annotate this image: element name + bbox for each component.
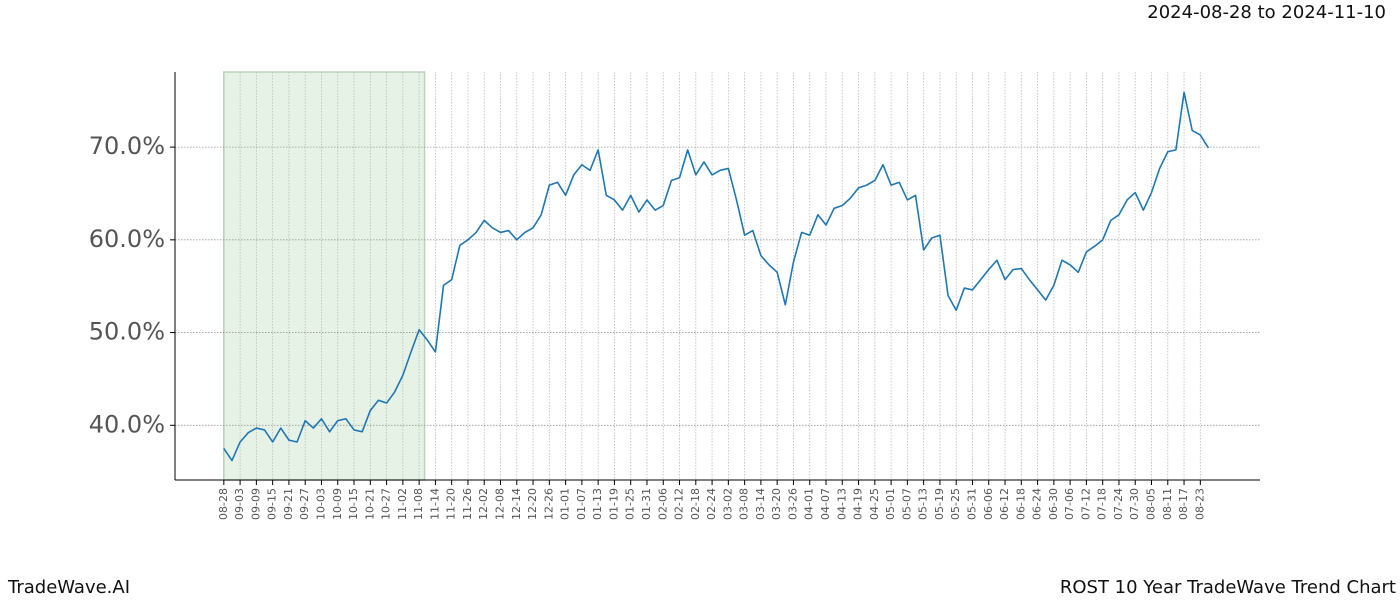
x-tick-label: 08-28	[217, 488, 230, 520]
x-tick-label: 09-15	[266, 488, 279, 520]
x-tick-label: 07-18	[1096, 488, 1109, 520]
x-tick-label: 02-06	[656, 488, 669, 520]
x-tick-label: 03-02	[721, 488, 734, 520]
x-tick-label: 05-07	[900, 488, 913, 520]
x-tick-label: 01-19	[607, 488, 620, 520]
x-tick-label: 05-01	[884, 488, 897, 520]
x-tick-label: 01-07	[575, 488, 588, 520]
x-tick-label: 01-31	[640, 488, 653, 520]
x-tick-label: 04-13	[835, 488, 848, 520]
y-tick-label: 70.0%	[89, 132, 165, 160]
x-tick-label: 04-07	[819, 488, 832, 520]
x-tick-label: 10-15	[347, 488, 360, 520]
x-tick-label: 09-27	[298, 488, 311, 520]
y-tick-label: 50.0%	[89, 318, 165, 346]
x-tick-label: 06-24	[1031, 488, 1044, 520]
x-tick-label: 12-20	[526, 488, 539, 520]
x-tick-label: 07-06	[1063, 488, 1076, 520]
x-tick-label: 02-24	[705, 488, 718, 520]
x-tick-label: 03-08	[738, 488, 751, 520]
x-tick-label: 02-12	[673, 488, 686, 520]
x-tick-label: 10-03	[314, 488, 327, 520]
x-tick-label: 01-01	[559, 488, 572, 520]
x-tick-label: 08-23	[1193, 488, 1206, 520]
x-tick-label: 10-27	[380, 488, 393, 520]
trend-line	[223, 91, 1210, 462]
x-tick-label: 02-18	[689, 488, 702, 520]
x-tick-label: 04-25	[868, 488, 881, 520]
date-range: 2024-08-28 to 2024-11-10	[1147, 2, 1386, 23]
x-tick-label: 08-05	[1145, 488, 1158, 520]
x-tick-label: 03-26	[786, 488, 799, 520]
x-tick-label: 11-02	[396, 488, 409, 520]
highlight-region	[223, 71, 426, 481]
x-tick-label: 05-31	[965, 488, 978, 520]
x-tick-label: 11-14	[428, 488, 441, 520]
x-tick-label: 06-18	[1014, 488, 1027, 520]
brand: TradeWave.AI	[7, 577, 130, 598]
x-tick-label: 05-13	[917, 488, 930, 520]
x-tick-label: 01-13	[591, 488, 604, 520]
x-tick-label: 03-20	[770, 488, 783, 520]
x-tick-label: 05-19	[933, 488, 946, 520]
x-tick-label: 12-02	[477, 488, 490, 520]
x-tick-label: 09-09	[249, 488, 262, 520]
x-tick-label: 12-26	[542, 488, 555, 520]
x-tick-label: 06-12	[998, 488, 1011, 520]
x-tick-label: 08-11	[1161, 488, 1174, 520]
chart-title: ROST 10 Year TradeWave Trend Chart	[1060, 577, 1396, 598]
x-tick-label: 05-25	[949, 488, 962, 520]
x-tick-label: 10-21	[363, 488, 376, 520]
x-tick-label: 01-25	[624, 488, 637, 520]
x-tick-label: 06-30	[1047, 488, 1060, 520]
x-tick-label: 03-14	[754, 488, 767, 520]
x-tick-label: 09-03	[233, 488, 246, 520]
x-tick-label: 10-09	[331, 488, 344, 520]
y-tick-label: 40.0%	[89, 410, 165, 438]
x-tick-label: 11-26	[461, 488, 474, 520]
x-tick-label: 06-06	[982, 488, 995, 520]
x-tick-label: 07-30	[1128, 488, 1141, 520]
x-tick-label: 11-08	[412, 488, 425, 520]
x-tick-label: 12-08	[494, 488, 507, 520]
x-tick-label: 08-17	[1177, 488, 1190, 520]
x-tick-label: 04-01	[803, 488, 816, 520]
y-tick-label: 60.0%	[89, 225, 165, 253]
x-tick-label: 04-19	[852, 488, 865, 520]
x-tick-label: 11-20	[445, 488, 458, 520]
x-tick-label: 07-24	[1112, 488, 1125, 520]
x-tick-label: 12-14	[510, 488, 523, 520]
x-tick-label: 07-12	[1079, 488, 1092, 520]
x-tick-label: 09-21	[282, 488, 295, 520]
